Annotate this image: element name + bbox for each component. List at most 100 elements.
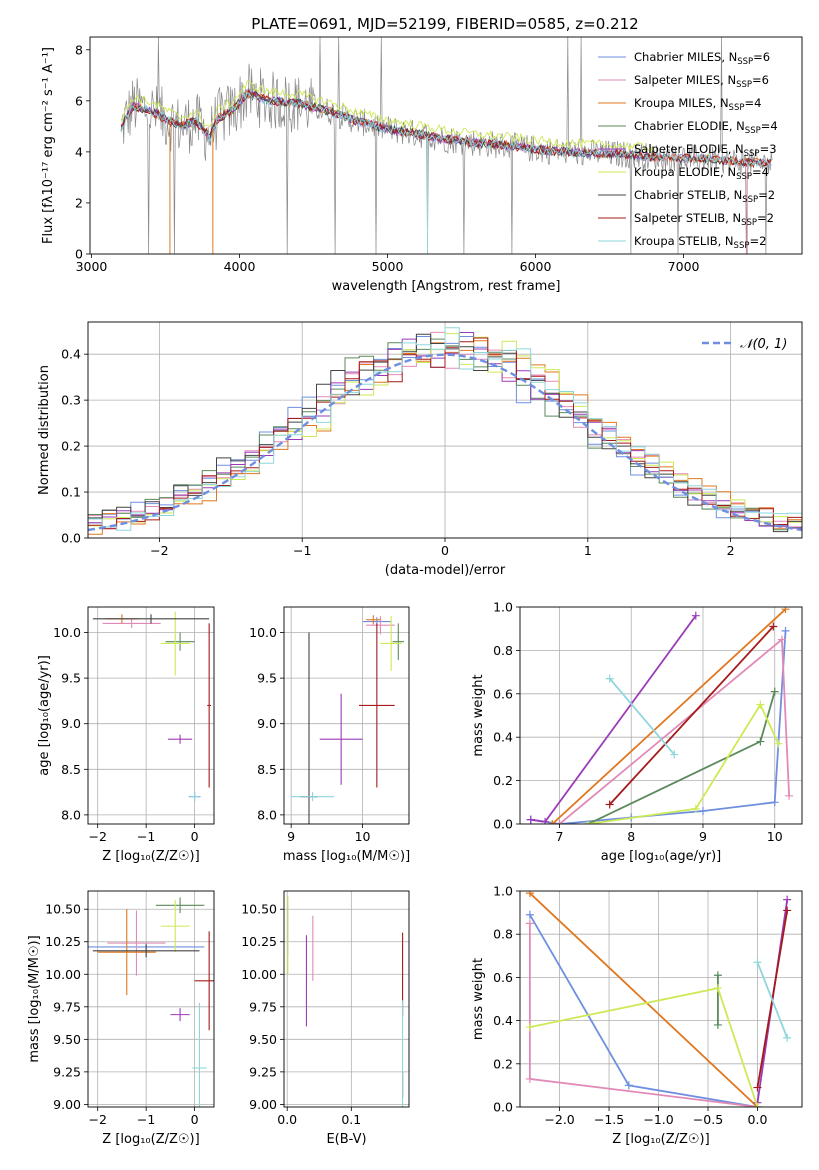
plot-area-residuals: [88, 322, 802, 538]
axes-frame: [519, 890, 803, 1108]
model-spectrum-line-krou_stelib: [120, 92, 772, 168]
legend-entry-label: Salpeter ELODIE, N: [634, 142, 744, 156]
weight-marker-salp_elodie: [541, 817, 550, 824]
axes-residuals: −2 −1 0 1 2 0.0 0.1 0.2 0.3 0.4 (data-model)/error…: [37, 321, 803, 578]
x-tick-label: 10: [767, 829, 783, 844]
x-tick-label: −2: [150, 543, 168, 558]
x-axis-label: (data-model)/error: [385, 563, 506, 578]
y-tick-label: 0.8: [493, 643, 513, 658]
x-axis-label: wavelength [Angstrom, rest frame]: [332, 279, 561, 294]
weight-marker-krou_miles: [525, 891, 534, 898]
plot-area-mass_vs_EBV: [284, 891, 409, 1107]
weight-marker-krou_stelib: [605, 674, 614, 683]
weight-line-salp_elodie: [530, 615, 697, 823]
y-tick-label: 0.2: [493, 1056, 513, 1071]
legend-entry-sub: SSP: [742, 195, 758, 205]
weight-marker-chab_miles: [781, 626, 790, 635]
weight-marker-krou_miles: [548, 820, 557, 824]
x-tick-label: −1.5: [594, 1112, 624, 1127]
weight-marker-krou_miles: [781, 607, 790, 614]
weight-marker-krou_elodie: [753, 1103, 762, 1107]
gaussian-reference-curve: [88, 353, 802, 532]
y-tick-label: 10.50: [45, 902, 81, 917]
y-tick-label: 9.50: [249, 1032, 277, 1047]
legend-entry-label: Salpeter MILES, N: [634, 73, 736, 87]
axes-mass_weight_vs_Z: −2.0 −1.5 −1.0 −0.5 0.0 0.0 0.2 0.4 0.6 0.8 1.0 Z […: [471, 884, 803, 1147]
plot-area-age_vs_mass: [284, 607, 409, 824]
y-tick-label: 8.0: [61, 807, 81, 822]
y-tick-label: 10.50: [241, 902, 277, 917]
x-tick-label: 0.1: [341, 1112, 361, 1127]
y-tick-label: 9.25: [53, 1064, 81, 1079]
weight-marker-salp_miles: [777, 635, 786, 644]
y-axis-label: mass weight: [471, 958, 486, 1040]
axes-frame: [519, 606, 803, 825]
weight-marker-krou_elodie: [756, 700, 765, 709]
weight-marker-chab_elodie: [713, 971, 722, 980]
legend-entry: Salpeter ELODIE, NSSP=3: [634, 142, 777, 159]
weight-line-salp_stelib: [609, 625, 774, 806]
legend-entry: Kroupa STELIB, NSSP=2: [634, 234, 766, 251]
weight-marker-salp_miles: [525, 1074, 534, 1083]
legend-entry-label: Kroupa STELIB, N: [634, 234, 734, 248]
legend-entry-sub: SSP: [736, 80, 752, 90]
y-tick-label: 10.25: [45, 934, 81, 949]
y-tick-label: 8.5: [61, 762, 81, 777]
weight-marker-krou_elodie: [774, 739, 783, 748]
weight-line-chab_miles: [529, 914, 758, 1107]
x-tick-label: −1: [137, 1112, 155, 1127]
x-tick-label: 10: [355, 829, 371, 844]
y-tick-label: 0.0: [493, 817, 513, 832]
y-tick-label: 8.0: [257, 807, 277, 822]
y-axis-label: age [log₁₀(age/yr)]: [37, 655, 52, 776]
legend-entry-tail: =2: [758, 188, 775, 202]
weight-marker-chab_elodie: [770, 687, 779, 696]
y-tick-label: 9.00: [53, 1097, 81, 1112]
x-axis-label: Z [log₁₀(Z/Z☉)]: [102, 1132, 199, 1147]
weight-marker-salp_miles: [555, 820, 564, 824]
x-tick-label: 0: [191, 1112, 199, 1127]
axes-frame: [87, 890, 215, 1108]
weight-marker-krou_elodie: [713, 984, 722, 993]
x-tick-label: −1.0: [643, 1112, 673, 1127]
plot-area-mass_weight_vs_Z: [520, 891, 802, 1107]
x-tick-label: 5000: [372, 259, 404, 274]
x-tick-label: 6000: [520, 259, 552, 274]
y-tick-label: 10.25: [241, 934, 277, 949]
legend-entry-sub: SSP: [737, 57, 753, 67]
legend-entry-tail: =4: [744, 96, 761, 110]
y-axis-label: mass weight: [471, 674, 486, 756]
axes-frame: [89, 36, 803, 255]
legend-entry-tail: =4: [761, 119, 778, 133]
weight-marker-salp_elodie: [783, 895, 792, 904]
legend-entry: Chabrier MILES, NSSP=6: [634, 50, 770, 67]
x-tick-label: −2: [88, 1112, 106, 1127]
legend-entry-label: Kroupa ELODIE, N: [634, 165, 736, 179]
weight-marker-krou_stelib: [670, 750, 679, 759]
weight-line-chab_miles: [530, 630, 787, 824]
axes-frame: [283, 890, 410, 1108]
y-tick-label: 0.2: [61, 439, 81, 454]
weight-line-krou_stelib: [756, 961, 789, 1039]
y-tick-label: 1.0: [493, 600, 513, 615]
weight-marker-chab_miles: [698, 806, 707, 815]
legend-entry-tail: =2: [757, 211, 774, 225]
legend-entry-sub: SSP: [741, 218, 757, 228]
axes-spectrum: 3000 4000 5000 6000 7000 0 2 4 6 8 wavelength [Ang…: [41, 36, 803, 294]
y-tick-label: 10.00: [45, 967, 81, 982]
data-spectrum-line: [120, 37, 773, 254]
y-tick-label: 0.6: [493, 686, 513, 701]
x-tick-label: 2: [727, 543, 735, 558]
legend-entry-label: Salpeter STELIB, N: [634, 211, 741, 225]
x-tick-label: 3000: [76, 259, 108, 274]
x-tick-label: 1: [584, 543, 592, 558]
legend-entry-label: Kroupa MILES, N: [634, 96, 729, 110]
weight-marker-chab_elodie: [713, 1020, 722, 1029]
weight-marker-krou_elodie: [691, 804, 700, 813]
legend-entry-tail: =4: [752, 165, 769, 179]
weight-marker-krou_stelib: [753, 958, 762, 967]
x-tick-label: 9: [287, 829, 295, 844]
y-tick-label: 10.00: [241, 967, 277, 982]
